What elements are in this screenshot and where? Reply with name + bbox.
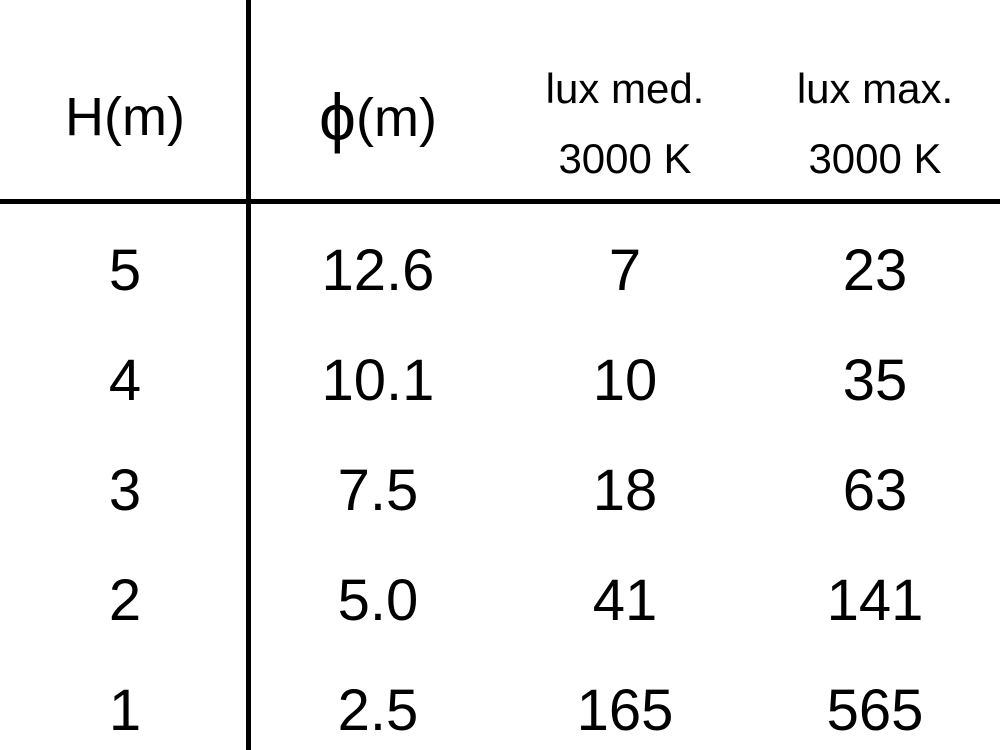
cell-diameter: 5.0	[337, 568, 419, 633]
header-lux-med-temp: 3000 K	[558, 135, 692, 182]
cell-lux-med: 18	[592, 458, 658, 523]
cell-height: 1	[108, 678, 142, 743]
cell-lux-med: 165	[576, 678, 674, 743]
cell-lux-med: 10	[592, 348, 658, 413]
phi-symbol: ϕ	[319, 80, 356, 154]
cell-diameter: 7.5	[337, 458, 419, 523]
cell-lux-max: 63	[842, 458, 908, 523]
cell-lux-max: 565	[826, 678, 924, 743]
cell-diameter: 10.1	[321, 348, 435, 413]
cell-lux-med: 7	[608, 238, 642, 303]
cell-lux-max: 35	[842, 348, 908, 413]
header-diameter-unit: (m)	[356, 88, 437, 148]
cell-height: 3	[108, 458, 142, 523]
header-lux-med: lux med.	[545, 65, 705, 112]
cell-height: 2	[108, 568, 142, 633]
cell-height: 5	[108, 238, 142, 303]
cell-diameter: 2.5	[337, 678, 419, 743]
cell-diameter: 12.6	[321, 238, 435, 303]
header-lux-max: lux max.	[796, 65, 954, 112]
header-lux-max-temp: 3000 K	[808, 135, 942, 182]
cell-lux-max: 141	[826, 568, 924, 633]
column-divider	[246, 0, 251, 750]
header-height: H(m)	[65, 87, 185, 147]
cell-lux-max: 23	[842, 238, 908, 303]
header-diameter: ϕ(m)	[253, 84, 503, 150]
cell-height: 4	[108, 348, 142, 413]
cell-lux-med: 41	[592, 568, 658, 633]
header-divider	[0, 199, 1000, 204]
